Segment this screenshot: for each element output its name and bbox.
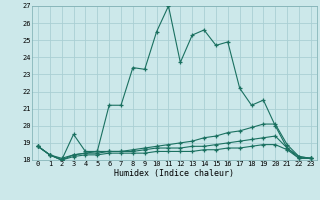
X-axis label: Humidex (Indice chaleur): Humidex (Indice chaleur) bbox=[115, 169, 234, 178]
